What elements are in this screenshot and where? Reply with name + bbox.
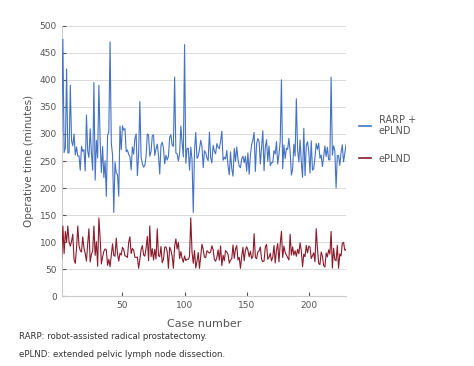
Text: RARP: robot-assisted radical prostatectomy.: RARP: robot-assisted radical prostatecto… <box>19 332 207 340</box>
Y-axis label: Operative time (minutes): Operative time (minutes) <box>24 95 34 227</box>
Text: ePLND: extended pelvic lymph node dissection.: ePLND: extended pelvic lymph node dissec… <box>19 350 225 359</box>
Legend: RARP +
ePLND, ePLND: RARP + ePLND, ePLND <box>359 115 416 164</box>
X-axis label: Case number: Case number <box>167 319 241 329</box>
